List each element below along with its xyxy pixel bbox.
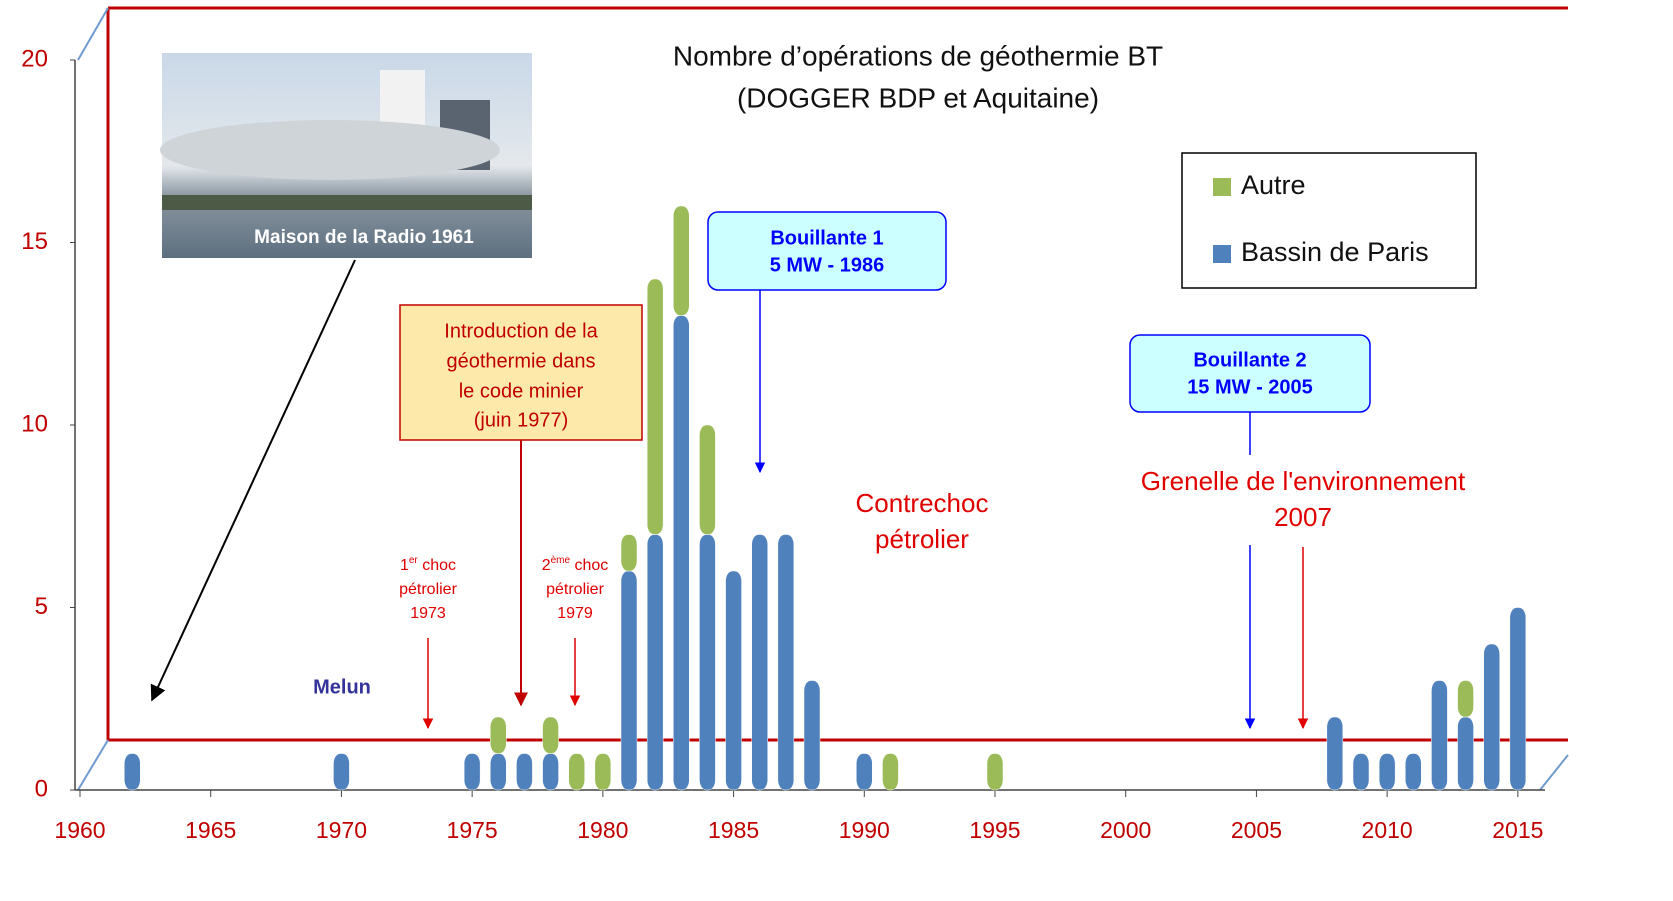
y-tick-label: 20 xyxy=(21,45,48,72)
grenelle-text: Grenelle de l'environnement xyxy=(1141,466,1466,496)
bar-segment xyxy=(1326,716,1344,791)
bar-segment xyxy=(516,753,533,791)
code-minier-text: Introduction de la xyxy=(444,320,598,342)
text-sup: ème xyxy=(551,555,571,566)
y-tick-label: 0 xyxy=(35,775,48,802)
bouillante1-box xyxy=(707,211,947,291)
code-minier-text: (juin 1977) xyxy=(474,409,569,431)
bouillante2-text: 15 MW - 2005 xyxy=(1187,376,1313,398)
x-tick-label: 1975 xyxy=(447,817,498,843)
bouillante2-box xyxy=(1129,334,1371,413)
x-tick-label: 2005 xyxy=(1231,817,1282,843)
y-tick-label: 5 xyxy=(35,593,48,620)
x-tick-label: 2000 xyxy=(1100,817,1151,843)
bar-segment xyxy=(333,753,350,791)
code-minier-text: le code minier xyxy=(459,380,584,402)
legend-swatch xyxy=(1213,245,1231,263)
bar-segment xyxy=(542,753,559,791)
x-tick-label: 2015 xyxy=(1492,817,1543,843)
bar-segment xyxy=(1378,753,1396,791)
bar-segment xyxy=(1431,680,1448,791)
choc2-label: 2ème choc xyxy=(542,555,609,575)
x-tick-label: 1965 xyxy=(185,817,236,843)
bar-segment xyxy=(1405,753,1422,791)
choc2-label: pétrolier xyxy=(546,581,604,598)
bar-segment xyxy=(1352,753,1370,791)
text-part: choc xyxy=(570,557,608,574)
bar-segment xyxy=(1457,680,1474,718)
bar-segment xyxy=(620,534,638,572)
text-part: choc xyxy=(418,557,456,574)
bar-segment xyxy=(124,753,141,791)
bar-segment xyxy=(725,570,742,791)
bar-segment xyxy=(856,753,873,791)
choc1-label: 1er choc xyxy=(400,555,456,575)
bar-segment xyxy=(542,716,559,754)
choc2-label: 1979 xyxy=(557,605,593,622)
bouillante1-text: 5 MW - 1986 xyxy=(770,254,884,276)
contrechoc-text: pétrolier xyxy=(875,524,969,554)
text-sup: er xyxy=(409,555,419,566)
x-tick-label: 1960 xyxy=(54,817,105,843)
text-part: 2 xyxy=(542,557,551,574)
code-minier-text: géothermie dans xyxy=(447,350,596,372)
x-tick-label: 1980 xyxy=(577,817,628,843)
bar-segment xyxy=(1509,607,1527,791)
choc1-label: pétrolier xyxy=(399,581,457,598)
x-tick-label: 1985 xyxy=(708,817,759,843)
bouillante1-text: Bouillante 1 xyxy=(770,227,883,249)
chart-title: Nombre d’opérations de géothermie BT xyxy=(673,40,1163,71)
bar-segment xyxy=(777,534,795,791)
bar-segment xyxy=(699,534,716,791)
bar-segment xyxy=(646,278,664,535)
bar-segment xyxy=(803,680,821,791)
photo-caption: Maison de la Radio 1961 xyxy=(254,227,474,248)
bar-segment xyxy=(646,534,664,791)
legend-box xyxy=(1181,152,1477,289)
bouillante2-text: Bouillante 2 xyxy=(1193,349,1306,371)
bar-segment xyxy=(882,753,899,791)
y-tick-label: 15 xyxy=(21,228,48,255)
bar-segment xyxy=(463,753,481,791)
bar-segment xyxy=(490,753,507,791)
bar-segment xyxy=(490,716,507,754)
x-tick-label: 1995 xyxy=(969,817,1020,843)
bar-segment xyxy=(673,205,690,316)
bar-segment xyxy=(568,753,585,791)
bar-segment xyxy=(620,570,638,791)
text-part: 1 xyxy=(400,557,409,574)
bar-segment xyxy=(594,753,612,791)
bar-segment xyxy=(1457,716,1474,791)
bar-segment xyxy=(986,753,1004,791)
bar-segment xyxy=(673,315,690,791)
grenelle-text: 2007 xyxy=(1274,502,1332,532)
x-tick-label: 1970 xyxy=(316,817,367,843)
x-tick-label: 2010 xyxy=(1362,817,1413,843)
bar-segment xyxy=(699,424,716,535)
bar-segment xyxy=(1483,643,1500,791)
melun-label: Melun xyxy=(313,676,371,698)
legend-label: Bassin de Paris xyxy=(1241,237,1429,267)
y-tick-label: 10 xyxy=(21,410,48,437)
photo xyxy=(150,53,532,702)
chart-subtitle: (DOGGER BDP et Aquitaine) xyxy=(737,82,1099,113)
contrechoc-text: Contrechoc xyxy=(856,488,989,518)
legend-swatch xyxy=(1213,178,1231,196)
choc1-label: 1973 xyxy=(410,605,446,622)
x-tick-label: 1990 xyxy=(839,817,890,843)
bar-segment xyxy=(751,534,768,791)
legend-label: Autre xyxy=(1241,170,1306,200)
